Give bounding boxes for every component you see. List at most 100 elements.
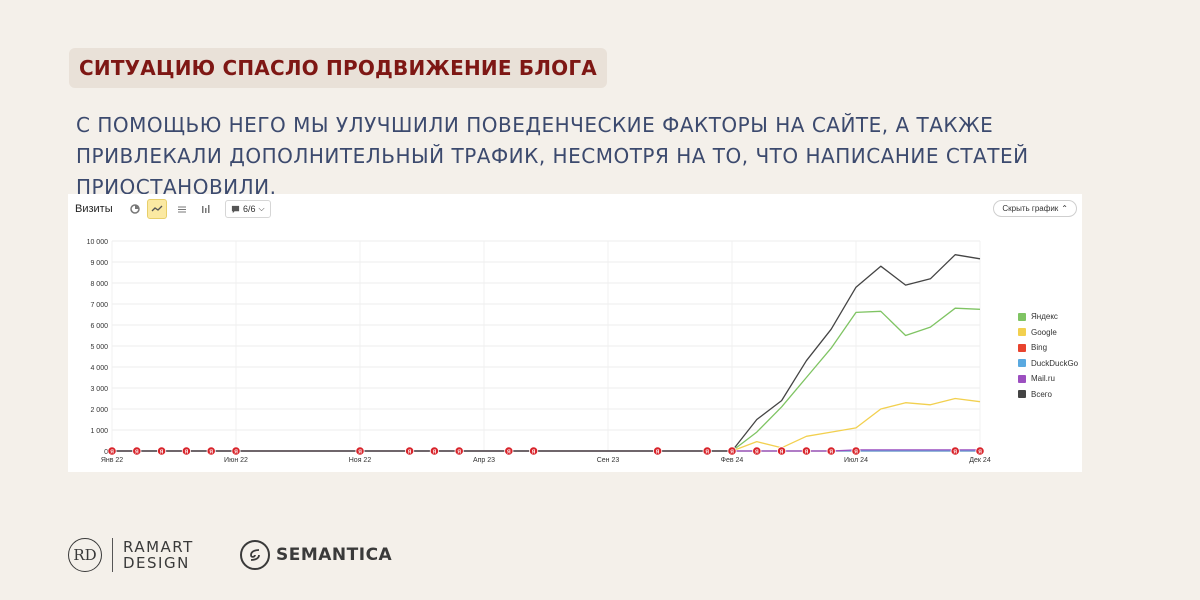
semantica-logo: SEMANTICA (240, 537, 392, 573)
ramart-design-logo: RD RAMART DESIGN (68, 537, 194, 573)
annotation-marker-label: Я (805, 449, 809, 455)
y-tick-label: 5 000 (90, 344, 108, 351)
annotation-marker-label: Я (135, 449, 139, 455)
legend-item[interactable]: Mail.ru (1018, 371, 1078, 387)
hide-chart-label: Скрыть график (1002, 204, 1059, 213)
annotation-marker-label: Я (209, 449, 213, 455)
legend-checkbox[interactable] (1018, 359, 1026, 368)
annotation-marker-label: Я (829, 449, 833, 455)
x-tick-label: Дек 24 (969, 457, 991, 464)
annotation-marker (975, 446, 985, 456)
annotation-marker-label: Я (656, 449, 660, 455)
y-tick-label: 10 000 (87, 239, 109, 246)
chevron-up-icon: ⌃ (1061, 204, 1068, 213)
area-chart-icon[interactable] (172, 199, 192, 219)
annotation-marker-label: Я (780, 449, 784, 455)
annotation-marker-label: Я (507, 449, 511, 455)
y-tick-label: 4 000 (90, 365, 108, 372)
annotation-marker (157, 446, 167, 456)
x-tick-label: Фев 24 (721, 457, 744, 464)
x-tick-label: Июл 24 (844, 457, 868, 464)
annotation-marker-label: Я (705, 449, 709, 455)
legend-label: Bing (1031, 343, 1048, 353)
legend-item[interactable]: Всего (1018, 387, 1078, 403)
series-line-Google (112, 397, 981, 452)
annotation-marker (454, 446, 464, 456)
annotation-marker (132, 446, 142, 456)
x-tick-label: Апр 23 (473, 457, 495, 464)
pie-chart-icon[interactable] (125, 199, 145, 219)
legend-label: Всего (1031, 389, 1052, 399)
y-tick-label: 0 (104, 449, 108, 456)
annotation-marker (231, 446, 241, 456)
annotation-marker-label: Я (730, 449, 734, 455)
segments-select[interactable]: 6/6 ⌵ (225, 200, 271, 218)
legend-checkbox[interactable] (1018, 328, 1026, 337)
annotation-marker (801, 446, 812, 456)
annotation-marker (752, 446, 762, 456)
segments-label: 6/6 (243, 204, 256, 214)
y-tick-label: 2 000 (90, 407, 108, 414)
chevron-down-icon: ⌵ (258, 204, 265, 213)
y-tick-label: 7 000 (90, 302, 108, 309)
legend-item[interactable]: Google (1018, 325, 1078, 341)
annotation-marker-label: Я (953, 449, 957, 455)
annotation-marker-label: Я (854, 449, 858, 455)
semantica-text: SEMANTICA (276, 545, 393, 565)
annotation-marker-label: Я (160, 449, 164, 455)
x-tick-label: Янв 22 (101, 457, 123, 464)
ramart-text: RAMART (123, 538, 194, 556)
line-chart: 0 1 000 2 000 3 000 4 000 5 000 6 000 7 000 8 00… (87, 239, 991, 464)
bar-chart-icon[interactable] (196, 199, 216, 219)
annotation-marker-label: Я (185, 449, 189, 455)
x-tick-label: Сен 23 (597, 457, 620, 464)
legend-checkbox[interactable] (1018, 374, 1026, 383)
legend-label: Google (1031, 327, 1057, 337)
annotation-marker (107, 446, 117, 456)
annotation-marker (652, 446, 663, 456)
chart-title: Визиты (75, 203, 113, 215)
legend-item[interactable]: DuckDuckGo (1018, 356, 1078, 372)
annotation-marker (851, 446, 861, 456)
legend-label: Mail.ru (1031, 374, 1056, 384)
annotation-marker (404, 446, 415, 456)
y-tick-label: 3 000 (90, 386, 108, 393)
legend-item[interactable]: Bing (1018, 340, 1078, 356)
y-tick-label: 6 000 (90, 323, 108, 330)
annotation-marker (826, 446, 836, 456)
annotation-marker (950, 446, 960, 456)
y-tick-label: 8 000 (90, 281, 108, 288)
series-line-Всего (112, 254, 981, 452)
annotation-marker (528, 446, 539, 456)
hide-chart-button[interactable]: Скрыть график ⌃ (993, 200, 1077, 217)
legend-checkbox[interactable] (1018, 343, 1026, 352)
chart-panel: Визиты 6/6 ⌵ Скрыть график ⌃ 0 1 000 2 000… (68, 194, 1082, 472)
semantica-mark-icon (240, 540, 270, 570)
annotation-marker-label: Я (755, 449, 759, 455)
annotation-marker (504, 446, 514, 456)
annotation-marker (206, 446, 216, 456)
legend-item[interactable]: Яндекс (1018, 309, 1078, 325)
comment-icon (231, 205, 240, 213)
legend-checkbox[interactable] (1018, 312, 1026, 321)
x-tick-label: Ноя 22 (349, 457, 372, 464)
design-text: DESIGN (123, 554, 190, 572)
annotation-marker (429, 446, 439, 456)
legend-label: DuckDuckGo (1031, 358, 1079, 368)
chart-legend: Яндекс Google Bing DuckDuckGo Mail.ru Всего (1018, 309, 1078, 402)
annotation-marker-label: Я (978, 449, 982, 455)
legend-checkbox[interactable] (1018, 390, 1026, 399)
annotation-marker (355, 446, 365, 456)
legend-label: Яндекс (1031, 312, 1058, 322)
y-tick-label: 1 000 (90, 428, 108, 435)
annotation-marker-label: Я (532, 449, 536, 455)
logo-divider (112, 538, 113, 572)
annotation-marker-label: Я (234, 449, 238, 455)
annotation-marker-label: Я (433, 449, 437, 455)
annotation-marker-label: Я (358, 449, 362, 455)
annotation-marker (776, 446, 787, 456)
x-tick-label: Июн 22 (224, 457, 248, 464)
annotation-marker-label: Я (110, 449, 114, 455)
line-chart-icon[interactable] (147, 199, 167, 219)
rd-monogram: RD (68, 538, 102, 572)
